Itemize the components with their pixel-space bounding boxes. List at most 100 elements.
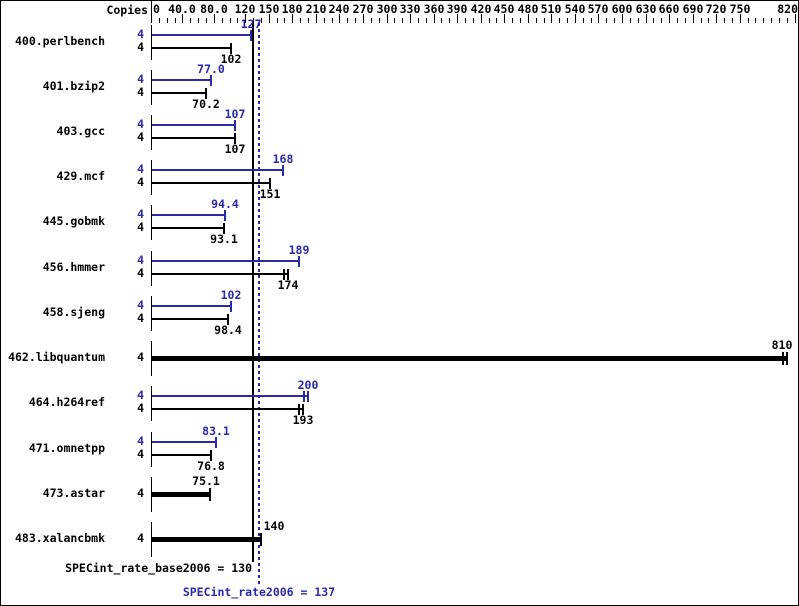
copies-value: 4 [137, 40, 144, 54]
bar-end-cap [282, 165, 284, 176]
axis-tick [716, 14, 717, 23]
bar [152, 182, 270, 184]
axis-tick [465, 18, 466, 23]
row-label: 400.perlbench [14, 34, 105, 48]
axis-tick [630, 18, 631, 23]
value-label: 102 [220, 52, 242, 66]
copies-value: 4 [137, 388, 144, 402]
bar [152, 454, 211, 456]
copies-value: 4 [137, 266, 144, 280]
value-label: 140 [263, 519, 285, 533]
axis-tick [708, 18, 709, 23]
axis-tick [795, 14, 796, 23]
copies-value: 4 [137, 130, 144, 144]
axis-tick-label: 480 [517, 2, 539, 16]
copies-value: 4 [137, 162, 144, 176]
row-axis-cap [151, 25, 152, 60]
value-label: 151 [259, 187, 281, 201]
axis-tick [159, 18, 160, 23]
axis-tick [481, 14, 482, 23]
axis-tick-label: 360 [423, 2, 445, 16]
bar [152, 273, 288, 275]
axis-tick [269, 14, 270, 23]
bar [152, 34, 251, 36]
row-label: 429.mcf [56, 169, 105, 183]
bar-end-cap [210, 450, 212, 461]
axis-tick [434, 14, 435, 23]
axis-tick [606, 18, 607, 23]
axis-tick-label: 420 [470, 2, 492, 16]
copies-value: 4 [137, 350, 144, 364]
bar-end-cap [786, 352, 788, 365]
axis-tick [669, 14, 670, 23]
row-label: 401.bzip2 [42, 79, 105, 93]
bar-end-cap [298, 256, 300, 267]
axis-tick [661, 18, 662, 23]
axis-tick-label: 600 [611, 2, 633, 16]
bar [152, 79, 211, 81]
axis-tick [740, 14, 741, 23]
row-axis-cap [151, 205, 152, 240]
axis-tick [622, 14, 623, 23]
axis-tick [410, 14, 411, 23]
copies-value: 4 [137, 311, 144, 325]
value-label: 77.0 [197, 62, 225, 76]
bar [152, 124, 235, 126]
axis-tick [544, 18, 545, 23]
value-label: 76.8 [197, 459, 225, 473]
axis-tick [473, 18, 474, 23]
axis-tick [449, 18, 450, 23]
row-label: 458.sjeng [42, 305, 105, 319]
row-axis-cap [151, 70, 152, 105]
copies-value: 4 [137, 298, 144, 312]
bar-end-cap [283, 269, 285, 280]
axis-tick [355, 18, 356, 23]
axis-tick [332, 18, 333, 23]
bar-end-cap [298, 404, 300, 415]
axis-tick [551, 14, 552, 23]
axis-tick [787, 18, 788, 23]
axis-tick [598, 14, 599, 23]
axis-tick [308, 18, 309, 23]
axis-origin-line [151, 1, 152, 23]
axis-tick [261, 18, 262, 23]
value-label: 102 [220, 288, 242, 302]
axis-tick-label: 150 [258, 2, 280, 16]
axis-tick [316, 14, 317, 23]
axis-tick [771, 18, 772, 23]
axis-tick [214, 14, 215, 23]
bar [152, 305, 231, 307]
axis-tick-label: 750 [729, 2, 751, 16]
axis-tick-label: 720 [705, 2, 727, 16]
bar-end-cap [227, 314, 229, 325]
bar-end-cap [250, 30, 252, 41]
axis-tick [591, 18, 592, 23]
row-label: 445.gobmk [42, 214, 105, 228]
copies-value: 4 [137, 207, 144, 221]
copies-value: 4 [137, 72, 144, 86]
row-axis-cap [151, 432, 152, 467]
axis-tick-label: 510 [540, 2, 562, 16]
axis-tick [685, 18, 686, 23]
axis-tick [182, 14, 183, 23]
row-axis-cap [151, 477, 152, 512]
bar [152, 318, 228, 320]
bar [152, 92, 206, 94]
row-axis-cap [151, 251, 152, 286]
axis-tick [732, 18, 733, 23]
axis-tick [575, 14, 576, 23]
value-label: 94.4 [211, 197, 239, 211]
axis-tick [583, 18, 584, 23]
value-label: 107 [224, 107, 246, 121]
axis-tick [614, 18, 615, 23]
axis-tick [284, 18, 285, 23]
axis-tick-label: 390 [446, 2, 468, 16]
axis-tick-label: 690 [682, 2, 704, 16]
axis-tick [441, 18, 442, 23]
bar-end-cap [782, 352, 784, 365]
axis-tick [175, 18, 176, 23]
axis-tick-label: 120 [234, 2, 256, 16]
row-label: 471.omnetpp [28, 441, 105, 455]
value-label: 98.4 [214, 323, 242, 337]
axis-tick [763, 18, 764, 23]
